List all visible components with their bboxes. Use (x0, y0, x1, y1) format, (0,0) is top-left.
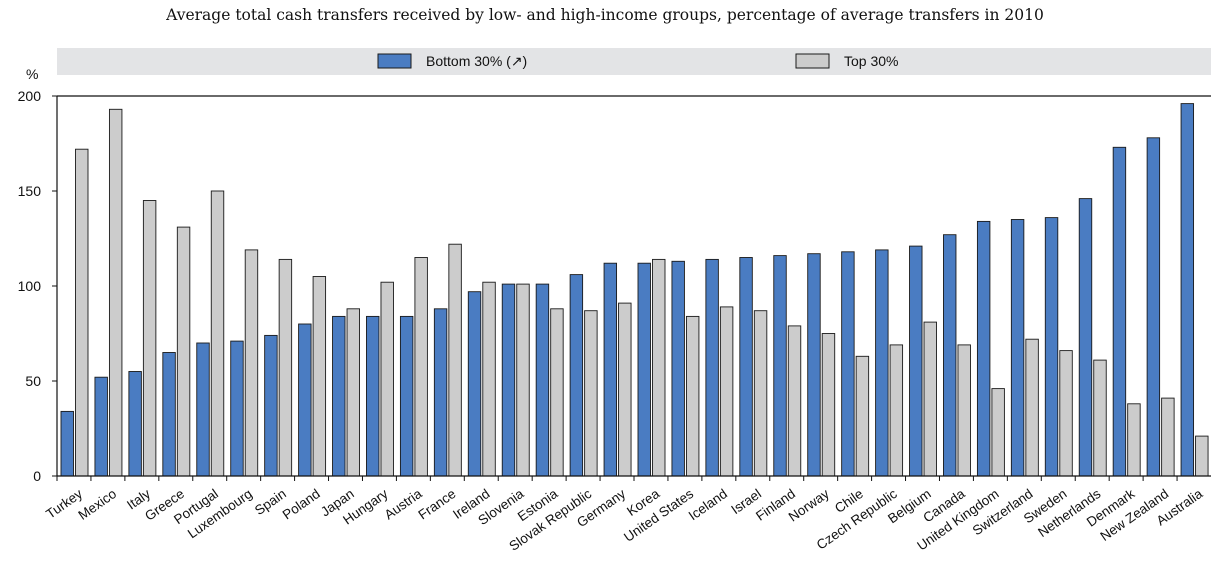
legend: Bottom 30% (↗) Top 30% (377, 53, 898, 69)
bar-finland-bottom-30 (773, 255, 787, 477)
bar-hungary-bottom-30 (366, 315, 380, 477)
bar-portugal-bottom-30 (196, 342, 210, 477)
bar-korea-top-30 (652, 258, 666, 477)
bar-spain-top-30 (278, 258, 293, 477)
bar-italy-bottom-30 (128, 371, 142, 477)
bar-spain-bottom-30 (264, 334, 278, 477)
bar-poland-top-30 (312, 276, 327, 477)
bar-israel-top-30 (753, 310, 768, 477)
bar-united-kingdom-bottom-30 (976, 220, 991, 477)
bar-new-zealand-top-30 (1161, 397, 1175, 477)
bar-austria-bottom-30 (399, 315, 414, 477)
bar-denmark-top-30 (1127, 403, 1141, 477)
bar-czech-republic-bottom-30 (875, 249, 889, 477)
bar-japan-top-30 (346, 308, 360, 477)
bar-czech-republic-top-30 (889, 344, 904, 477)
bar-ireland-top-30 (482, 281, 496, 477)
x-tick-label-austria: Austria (382, 486, 425, 523)
legend-item-top-30: Top 30% (795, 53, 898, 69)
bar-switzerland-bottom-30 (1010, 219, 1025, 477)
bar-australia-top-30 (1195, 435, 1209, 477)
y-axis-unit: % (26, 66, 38, 82)
bar-chile-bottom-30 (841, 251, 855, 477)
y-tick-label: 50 (25, 373, 41, 389)
bar-portugal-top-30 (210, 190, 225, 477)
bar-france-top-30 (448, 243, 462, 477)
bar-italy-top-30 (142, 200, 157, 477)
y-tick-label: 150 (18, 183, 42, 199)
y-axis-ticks: 0 50 100 150 200 (18, 88, 57, 484)
y-tick-label: 0 (33, 468, 41, 484)
bar-germany-bottom-30 (603, 262, 618, 477)
bar-turkey-bottom-30 (60, 410, 74, 477)
bar-turkey-top-30 (75, 148, 89, 477)
bar-iceland-bottom-30 (705, 258, 719, 477)
bar-norway-top-30 (821, 333, 836, 477)
bar-greece-top-30 (176, 226, 191, 477)
y-tick-label: 100 (18, 278, 42, 294)
bar-united-states-top-30 (685, 315, 700, 477)
bar-slovenia-top-30 (516, 283, 530, 477)
bar-united-states-bottom-30 (671, 260, 685, 477)
bar-israel-bottom-30 (739, 257, 753, 477)
bar-denmark-bottom-30 (1112, 146, 1127, 477)
bar-sweden-top-30 (1059, 350, 1073, 477)
chart-title: Average total cash transfers received by… (165, 6, 1044, 24)
x-tick-label-poland: Poland (280, 486, 323, 522)
bar-new-zealand-bottom-30 (1146, 137, 1161, 477)
bar-netherlands-bottom-30 (1078, 198, 1093, 477)
bar-slovak-republic-bottom-30 (569, 274, 584, 477)
bar-united-kingdom-top-30 (991, 388, 1005, 477)
legend-swatch-bottom-30 (377, 53, 412, 69)
bar-netherlands-top-30 (1093, 359, 1107, 477)
bar-canada-bottom-30 (943, 234, 957, 477)
bar-chile-top-30 (855, 355, 870, 477)
legend-swatch-top-30 (795, 53, 830, 69)
y-tick-label: 200 (18, 88, 42, 104)
bar-korea-bottom-30 (637, 262, 651, 477)
bar-japan-bottom-30 (332, 315, 346, 477)
bar-luxembourg-bottom-30 (230, 340, 244, 477)
legend-label-bottom-30: Bottom 30% (↗) (426, 53, 527, 69)
bar-switzerland-top-30 (1025, 338, 1039, 477)
bar-greece-bottom-30 (162, 352, 176, 477)
bar-australia-bottom-30 (1180, 103, 1195, 477)
legend-label-top-30: Top 30% (844, 53, 898, 69)
x-tick-label-iceland: Iceland (686, 486, 730, 523)
bar-austria-top-30 (414, 257, 428, 477)
bar-canada-top-30 (957, 344, 971, 477)
bar-belgium-top-30 (923, 321, 937, 477)
bar-norway-bottom-30 (807, 253, 821, 477)
bar-hungary-top-30 (380, 281, 394, 477)
bar-iceland-top-30 (719, 306, 734, 477)
bar-ireland-bottom-30 (467, 291, 482, 477)
bar-finland-top-30 (787, 325, 802, 477)
x-tick-label-mexico: Mexico (76, 486, 120, 523)
bars (60, 103, 1209, 477)
bar-estonia-top-30 (550, 308, 564, 477)
x-tick-label-france: France (416, 486, 459, 522)
bar-mexico-bottom-30 (94, 376, 108, 477)
bar-france-bottom-30 (433, 308, 448, 477)
bar-estonia-bottom-30 (535, 283, 550, 477)
bar-mexico-top-30 (108, 108, 123, 477)
legend-band (57, 48, 1211, 75)
bar-sweden-bottom-30 (1044, 217, 1059, 477)
bar-belgium-bottom-30 (909, 245, 923, 477)
bar-luxembourg-top-30 (244, 249, 259, 477)
bar-slovenia-bottom-30 (501, 283, 516, 477)
bar-poland-bottom-30 (298, 323, 312, 477)
bar-slovak-republic-top-30 (584, 310, 598, 477)
legend-item-bottom-30: Bottom 30% (↗) (377, 53, 527, 69)
bar-germany-top-30 (618, 302, 632, 477)
